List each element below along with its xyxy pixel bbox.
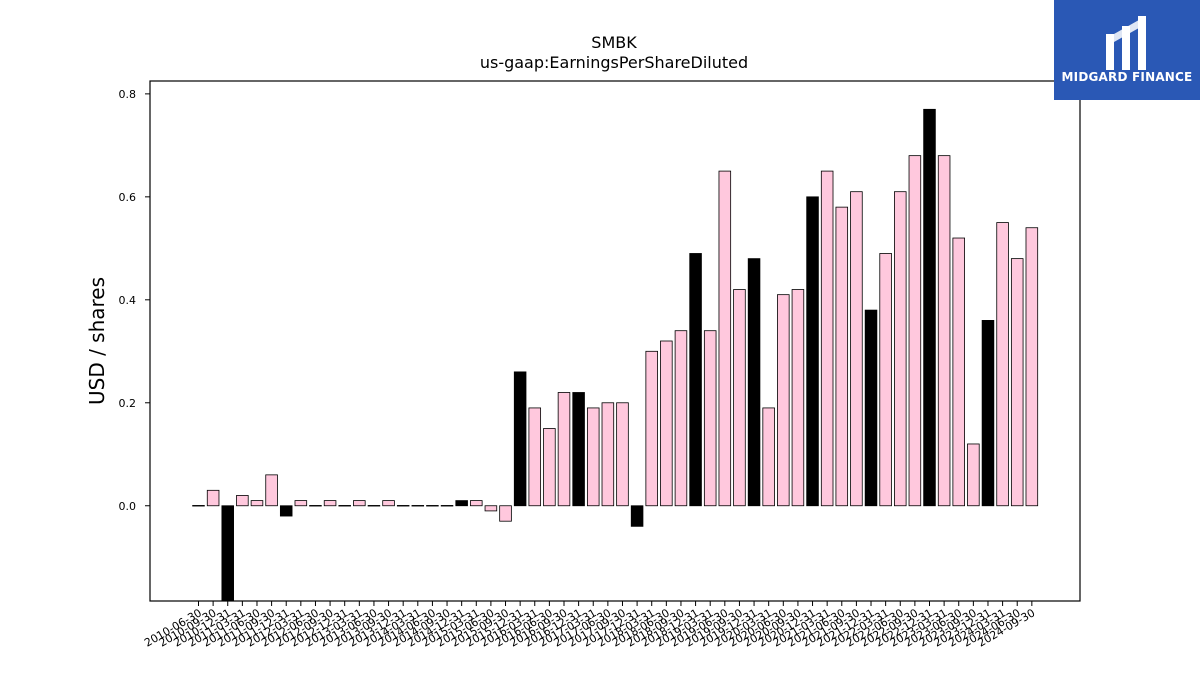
- bar-2013-09-30: [382, 500, 395, 507]
- bar-2017-06-30: [601, 402, 615, 507]
- bar-2020-12-31: [806, 196, 819, 507]
- bar-2018-12-31: [689, 253, 702, 507]
- bar-2010-12-31: [221, 505, 234, 602]
- bar-2011-06-30: [250, 500, 264, 507]
- bar-2021-06-30: [835, 206, 849, 507]
- bar-2017-09-30: [616, 402, 629, 507]
- chart-title: SMBK: [591, 33, 637, 52]
- bar-2010-06-30: [192, 505, 205, 507]
- bar-2021-12-31: [864, 309, 878, 507]
- bar-2016-03-31: [528, 407, 542, 507]
- bar-2019-03-31: [703, 330, 717, 507]
- y-axis-label: USD / shares: [85, 277, 109, 405]
- bar-2023-09-30: [967, 443, 980, 507]
- bar-2021-09-30: [850, 191, 863, 507]
- bar-2020-09-30: [791, 289, 805, 507]
- bar-2017-03-31: [586, 407, 600, 507]
- bar-2011-12-31: [279, 505, 293, 517]
- bar-2019-06-30: [718, 170, 732, 507]
- bar-2019-12-31: [747, 258, 761, 507]
- bar-2015-06-30: [484, 505, 498, 512]
- y-tick-label: 0.0: [119, 500, 137, 513]
- bar-2012-12-31: [338, 505, 351, 507]
- bar-2013-06-30: [367, 505, 381, 507]
- bar-2012-09-30: [323, 500, 337, 507]
- bar-2022-06-30: [894, 191, 907, 507]
- bar-2022-03-31: [879, 253, 892, 507]
- bar-2013-12-31: [396, 505, 410, 507]
- x-ticks: 2010-06-302010-09-302010-12-312011-03-31…: [142, 601, 1037, 650]
- bar-2012-06-30: [309, 505, 322, 507]
- bar-2020-03-31: [762, 407, 775, 507]
- bar-2011-09-30: [265, 474, 278, 507]
- bar-2019-09-30: [733, 289, 746, 507]
- bar-2012-03-31: [294, 500, 308, 507]
- bar-2013-03-31: [353, 500, 366, 507]
- brand-name: MIDGARD FINANCE: [1061, 70, 1193, 84]
- y-tick-label: 0.4: [119, 294, 137, 307]
- bars-layer: [192, 108, 1039, 602]
- bar-2024-06-30: [1010, 258, 1024, 507]
- bar-2022-12-31: [923, 108, 936, 507]
- brand-logo: MIDGARD FINANCE: [1054, 0, 1200, 100]
- bar-2010-09-30: [206, 489, 220, 507]
- y-ticks: 0.0 0.2 0.4 0.6 0.8: [119, 88, 150, 513]
- bar-2020-06-30: [777, 294, 790, 507]
- bar-2021-03-31: [820, 170, 834, 507]
- bar-2024-03-31: [996, 222, 1009, 507]
- bar-2023-06-30: [952, 237, 965, 507]
- bar-2023-12-31: [981, 320, 995, 507]
- bar-2018-06-30: [660, 340, 673, 507]
- bar-2015-03-31: [470, 500, 483, 507]
- bar-2018-09-30: [674, 330, 688, 507]
- bar-2023-03-31: [937, 155, 951, 507]
- midgard-m-logo-icon: [1106, 16, 1146, 70]
- bar-2016-12-31: [572, 392, 585, 507]
- bar-2016-06-30: [543, 428, 556, 507]
- bar-2015-09-30: [499, 505, 512, 522]
- y-tick-label: 0.2: [119, 397, 137, 410]
- bar-2016-09-30: [557, 392, 571, 507]
- bar-2014-12-31: [455, 500, 468, 507]
- chart-subtitle: us-gaap:EarningsPerShareDiluted: [480, 53, 748, 72]
- bar-2022-09-30: [908, 155, 922, 507]
- bar-2024-09-30: [1025, 227, 1039, 507]
- bar-2011-03-31: [236, 495, 249, 507]
- y-tick-label: 0.8: [119, 88, 137, 101]
- y-tick-label: 0.6: [119, 191, 137, 204]
- bar-2014-09-30: [440, 505, 454, 507]
- bar-2014-03-31: [411, 505, 425, 507]
- bar-2014-06-30: [426, 505, 439, 507]
- bar-2015-12-31: [513, 371, 527, 507]
- bar-2018-03-31: [645, 350, 658, 507]
- plot-frame: [149, 80, 1081, 602]
- bar-2017-12-31: [630, 505, 644, 527]
